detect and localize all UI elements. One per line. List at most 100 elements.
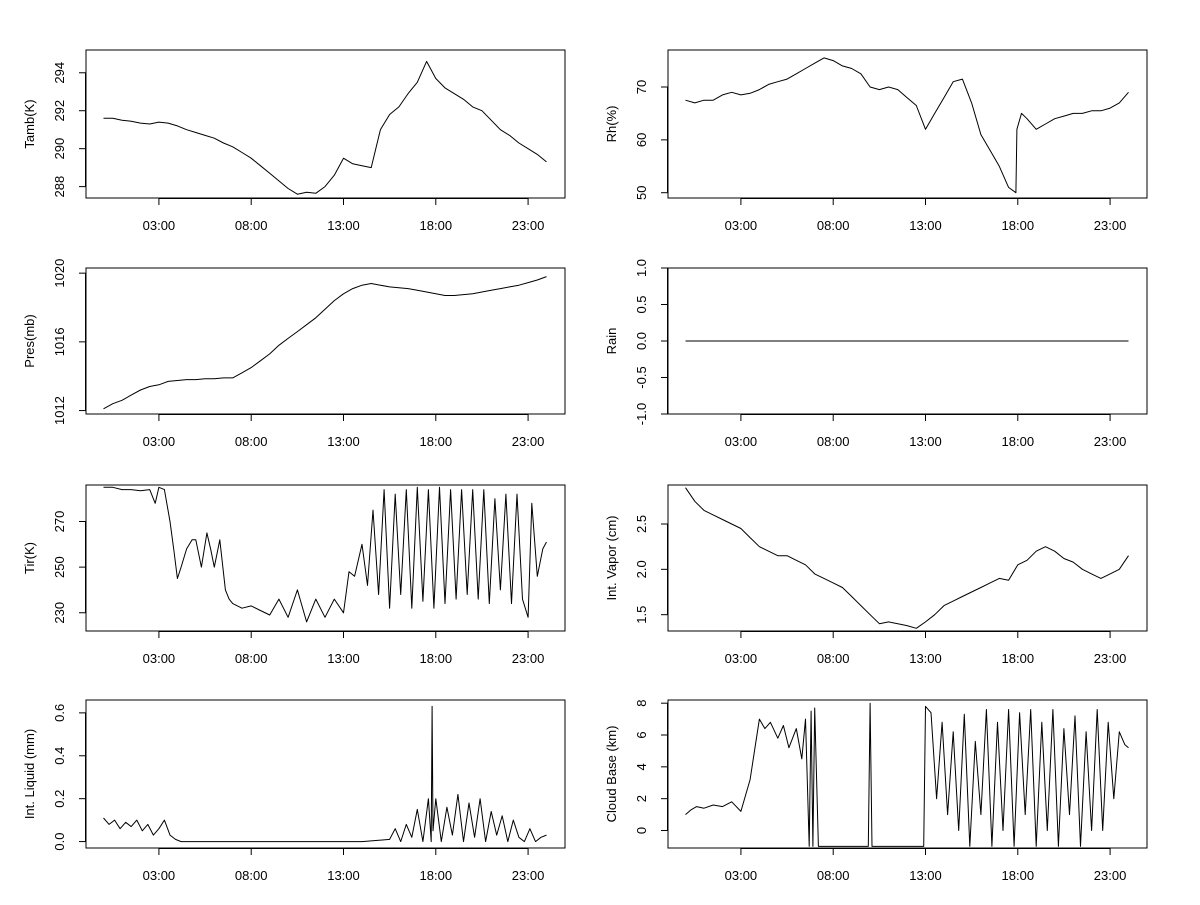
y-tick-label: 0.6 (52, 704, 67, 722)
x-tick-label: 18:00 (1002, 868, 1035, 883)
x-tick-label: 18:00 (1002, 218, 1035, 233)
x-tick-label: 13:00 (909, 218, 942, 233)
plot-frame (85, 49, 566, 199)
x-tick-label: 08:00 (235, 868, 268, 883)
x-tick-label: 13:00 (327, 868, 360, 883)
y-axis-label: Pres(mb) (22, 314, 37, 367)
y-tick-label: 0.0 (634, 332, 649, 350)
panel-tir: Tir(K) 230 250 270 03:00 08:00 13:00 18:00 23:00 (22, 484, 566, 666)
y-tick-label: 2.0 (634, 560, 649, 578)
y-tick-label: 0 (634, 827, 649, 834)
x-tick-label: 03:00 (143, 651, 176, 666)
x-tick-label: 13:00 (909, 434, 942, 449)
y-axis-label: Int. Vapor (cm) (604, 515, 619, 600)
series-line-liquid (103, 705, 547, 843)
panel-tamb: Tamb(K) 288 290 292 294 03:00 08:00 13:00 18:00 2… (22, 49, 566, 233)
y-tick-label: -0.5 (634, 366, 649, 388)
x-tick-label: 23:00 (1094, 868, 1127, 883)
y-tick-label: 0.4 (52, 747, 67, 765)
y-tick-label: 60 (634, 133, 649, 147)
series-line-pres (103, 276, 547, 410)
plot-frame (667, 484, 1148, 632)
y-tick-label: 6 (634, 731, 649, 738)
x-tick-label: 13:00 (327, 218, 360, 233)
y-axis-label: Cloud Base (km) (604, 726, 619, 823)
series-line-tamb (103, 60, 547, 195)
plot-frame (85, 699, 566, 849)
x-tick-label: 18:00 (420, 434, 453, 449)
x-tick-label: 23:00 (512, 651, 545, 666)
x-tick-label: 08:00 (817, 218, 850, 233)
x-tick-label: 23:00 (512, 868, 545, 883)
x-tick-label: 23:00 (1094, 434, 1127, 449)
y-tick-label: 1012 (52, 396, 67, 425)
y-axis-label: Tamb(K) (22, 99, 37, 148)
panel-liquid: Int. Liquid (mm) 0.0 0.2 0.4 0.6 03:00 08:00 13… (22, 699, 566, 883)
plot-frame (85, 484, 566, 632)
y-tick-label: 70 (634, 80, 649, 94)
y-tick-label: 8 (634, 700, 649, 707)
x-tick-label: 08:00 (817, 868, 850, 883)
y-tick-label: 270 (52, 511, 67, 533)
y-tick-label: 0.0 (52, 833, 67, 851)
y-tick-label: 230 (52, 602, 67, 624)
x-tick-label: 13:00 (909, 868, 942, 883)
x-tick-label: 08:00 (817, 434, 850, 449)
y-tick-label: 294 (52, 62, 67, 84)
y-tick-label: 250 (52, 556, 67, 578)
y-tick-label: 0.5 (634, 295, 649, 313)
x-tick-label: 03:00 (143, 868, 176, 883)
series-line-vapor (685, 487, 1129, 629)
x-tick-label: 03:00 (725, 868, 758, 883)
x-tick-label: 08:00 (235, 434, 268, 449)
panel-cloudbase: Cloud Base (km) 0 2 4 6 8 03:00 08:00 13:00 18:00… (604, 699, 1148, 883)
y-axis-label: Int. Liquid (mm) (22, 729, 37, 819)
x-tick-label: 03:00 (725, 434, 758, 449)
series-line-cloudbase (685, 702, 1129, 847)
x-tick-label: 23:00 (1094, 651, 1127, 666)
x-tick-label: 08:00 (235, 218, 268, 233)
x-tick-label: 18:00 (1002, 651, 1035, 666)
x-tick-label: 23:00 (512, 434, 545, 449)
y-tick-label: 2.5 (634, 515, 649, 533)
y-axis-label: Tir(K) (22, 542, 37, 574)
y-tick-label: 1.0 (634, 259, 649, 277)
x-tick-label: 23:00 (1094, 218, 1127, 233)
x-tick-label: 13:00 (327, 434, 360, 449)
plot-frame (667, 49, 1148, 199)
x-tick-label: 18:00 (420, 651, 453, 666)
x-tick-label: 03:00 (143, 218, 176, 233)
x-tick-label: 08:00 (817, 651, 850, 666)
y-tick-label: 1016 (52, 327, 67, 356)
x-tick-label: 13:00 (909, 651, 942, 666)
y-tick-label: 50 (634, 185, 649, 199)
y-tick-label: -1.0 (634, 403, 649, 425)
x-tick-label: 08:00 (235, 651, 268, 666)
x-tick-label: 18:00 (1002, 434, 1035, 449)
x-tick-label: 13:00 (327, 651, 360, 666)
x-tick-label: 23:00 (512, 218, 545, 233)
y-tick-label: 4 (634, 763, 649, 770)
y-axis-label: Rh(%) (604, 106, 619, 143)
x-tick-label: 03:00 (725, 218, 758, 233)
panel-rh: Rh(%) 50 60 70 03:00 08:00 13:00 18:00 23:00 (604, 49, 1148, 233)
panel-vapor: Int. Vapor (cm) 1.5 2.0 2.5 03:00 08:00 13:00 1… (604, 484, 1148, 666)
panel-rain: Rain -1.0 -0.5 0.0 0.5 1.0 03:00 08:00 13:00 18:0… (604, 259, 1148, 449)
y-axis-label: Rain (604, 328, 619, 355)
y-tick-label: 2 (634, 795, 649, 802)
y-tick-label: 290 (52, 138, 67, 160)
y-tick-label: 1.5 (634, 606, 649, 624)
y-tick-label: 0.2 (52, 790, 67, 808)
series-line-tir (103, 486, 547, 623)
panel-pres: Pres(mb) 1012 1016 1020 03:00 08:00 13:00 18:00… (22, 259, 566, 449)
y-tick-label: 1020 (52, 259, 67, 288)
x-tick-label: 18:00 (420, 868, 453, 883)
y-tick-label: 292 (52, 100, 67, 122)
x-tick-label: 18:00 (420, 218, 453, 233)
series-line-rh (685, 57, 1129, 194)
x-tick-label: 03:00 (143, 434, 176, 449)
x-tick-label: 03:00 (725, 651, 758, 666)
y-tick-label: 288 (52, 176, 67, 198)
